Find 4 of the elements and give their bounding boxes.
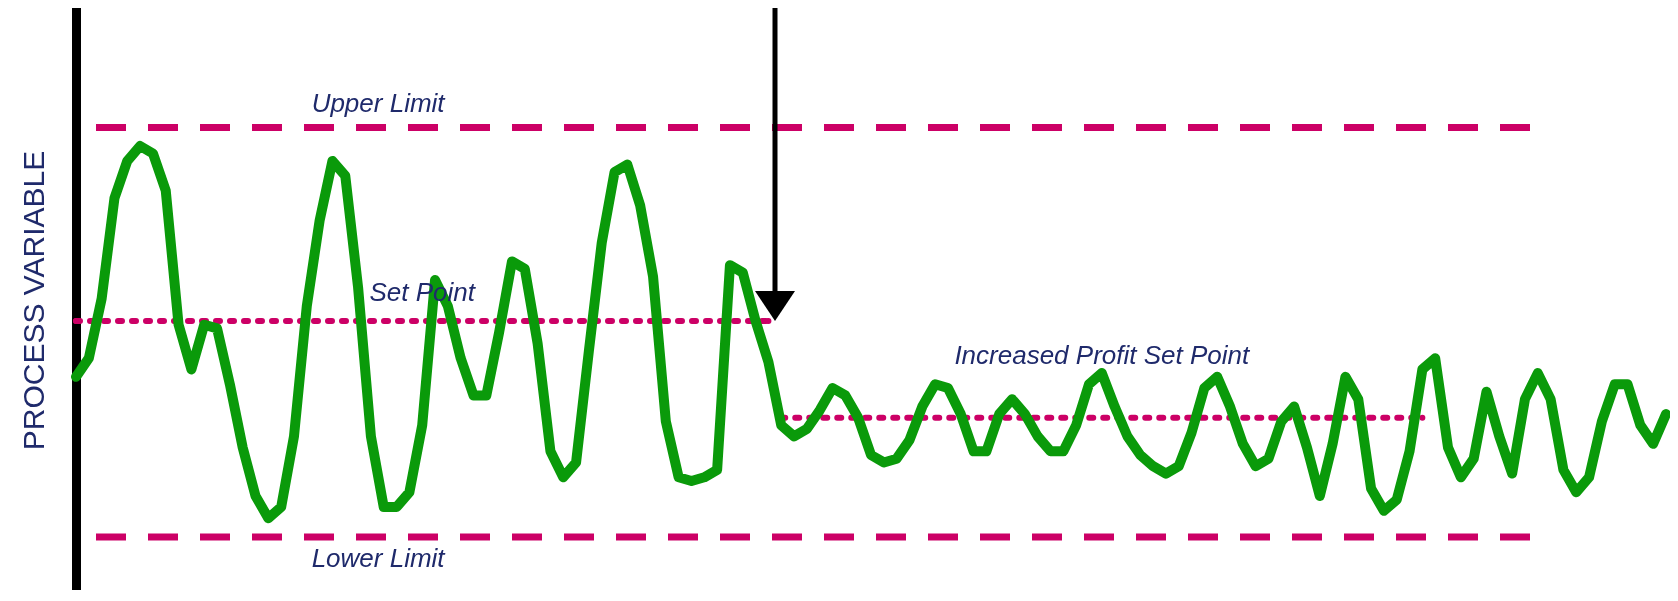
series-label: Increased Profit Set Point <box>954 340 1251 370</box>
ref-line-label: Lower Limit <box>311 543 447 574</box>
ref-line-label: Upper Limit <box>311 87 447 118</box>
y-axis-title: PROCESS VARIABLE <box>17 150 51 451</box>
